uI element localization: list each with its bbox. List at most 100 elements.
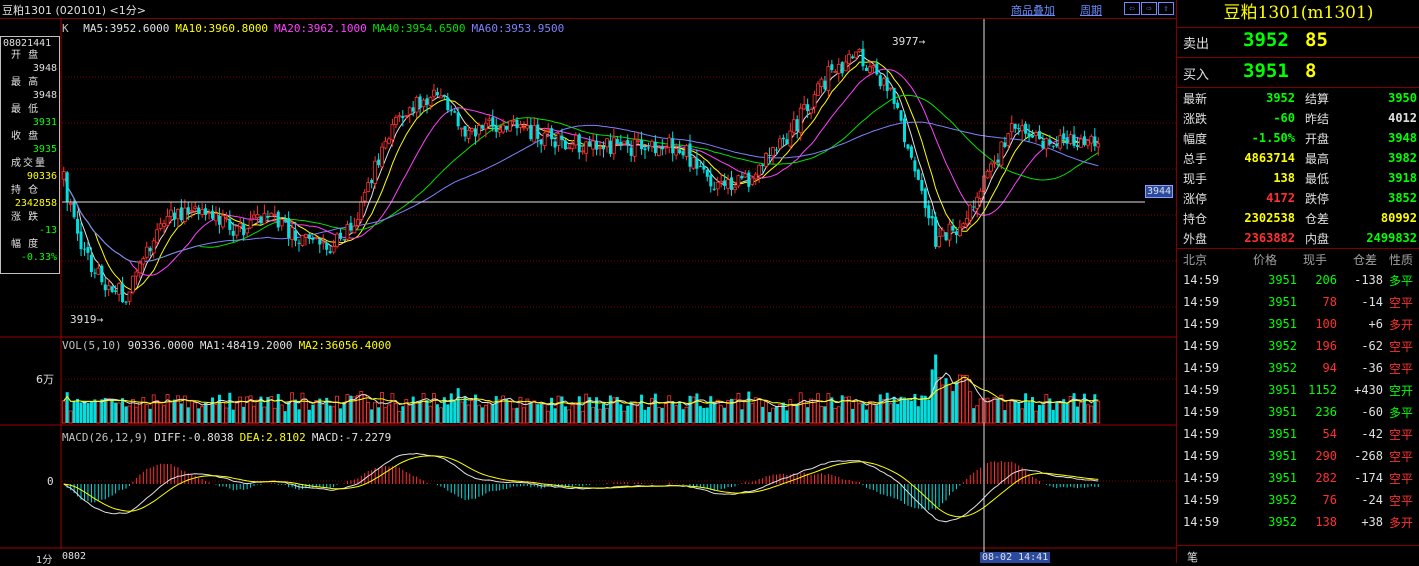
macd-legend: MACD(26,12,9) DIFF:-0.8038 DEA:2.8102 MACD:…	[62, 431, 397, 444]
kline-chart[interactable]	[0, 19, 1176, 563]
candle-body	[345, 224, 350, 240]
volume-bar	[311, 404, 315, 423]
tick-row[interactable]: 14:59 3951 282 -174 空平	[1177, 468, 1419, 488]
tick-row[interactable]: 14:59 3952 196 -62 空平	[1177, 336, 1419, 356]
volume-bar	[629, 401, 633, 423]
tick-price: 3951	[1268, 427, 1297, 441]
candle-body	[753, 173, 758, 180]
tick-row[interactable]: 14:59 3951 290 -268 空平	[1177, 446, 1419, 466]
volume-bars	[61, 354, 1101, 424]
volume-bar	[750, 403, 755, 424]
candle-body	[560, 135, 564, 141]
volume-bar	[954, 381, 958, 423]
candle-body	[702, 165, 706, 170]
candle-body	[851, 56, 855, 59]
tick-row[interactable]: 14:59 3951 54 -42 空平	[1177, 424, 1419, 444]
stat-label-7-0: 外盘	[1183, 232, 1208, 246]
tick-price: 3951	[1268, 383, 1297, 397]
candle-body	[508, 120, 512, 132]
candle-body	[871, 65, 876, 68]
tick-row[interactable]: 14:59 3951 78 -14 空平	[1177, 292, 1419, 312]
info-label-7: 幅 度	[11, 239, 41, 250]
tick-nature: 空平	[1389, 494, 1414, 508]
volume-bar	[764, 400, 769, 424]
volume-bar	[566, 409, 571, 424]
volume-bar	[352, 396, 357, 424]
info-label-3: 收 盘	[11, 131, 41, 142]
volume-bar	[508, 400, 512, 424]
volume-bar	[86, 402, 90, 423]
tick-row[interactable]: 14:59 3952 94 -36 空平	[1177, 358, 1419, 378]
candle-body	[355, 219, 360, 226]
candle-body	[788, 130, 793, 147]
overlay-commodity-link[interactable]: 商品叠加	[1011, 4, 1055, 17]
nav-left-button[interactable]: ⇦	[1124, 2, 1140, 15]
volume-bar	[556, 395, 561, 424]
period-link[interactable]: 周期	[1080, 4, 1102, 17]
volume-bar	[847, 396, 852, 424]
candle-body	[446, 97, 450, 111]
candle-body	[414, 97, 419, 113]
nav-right-button[interactable]: ⇨	[1141, 2, 1157, 15]
volume-bar	[262, 406, 267, 424]
volume-bar	[785, 410, 789, 423]
candle-body	[985, 170, 990, 179]
tick-row[interactable]: 14:59 3951 100 +6 多开	[1177, 314, 1419, 334]
volume-bar	[968, 391, 973, 424]
tick-time: 14:59	[1183, 361, 1220, 375]
nav-up-button[interactable]: ⇧	[1158, 2, 1174, 15]
candle-body	[1068, 134, 1073, 144]
candle-body	[736, 175, 741, 187]
candle-body	[536, 124, 540, 139]
tick-row[interactable]: 14:59 3951 1152 +430 空开	[1177, 380, 1419, 400]
volume-bar	[82, 401, 86, 423]
tick-row[interactable]: 14:59 3951 236 -60 多平	[1177, 402, 1419, 422]
volume-bar	[1093, 394, 1097, 423]
volume-bar	[1079, 402, 1083, 424]
candle-body	[148, 247, 152, 252]
stats-grid: 最新 3952 结算 3950 涨跌 -60 昨结 4012 幅度 -1.50% 开盘 3948 总手 4…	[1177, 88, 1419, 248]
candle-body	[698, 166, 702, 168]
candle-body	[563, 140, 567, 150]
volume-bar	[186, 407, 190, 423]
volume-bar	[224, 407, 229, 424]
tick-oi-change: -60	[1361, 405, 1383, 419]
candle-body	[868, 66, 872, 73]
info-label-5: 持 仓	[11, 185, 41, 196]
volume-bar	[992, 397, 997, 424]
volume-bar	[158, 402, 163, 424]
candle-body	[197, 207, 201, 215]
volume-bar	[404, 399, 409, 424]
tick-row[interactable]: 14:59 3952 138 +38 多开	[1177, 512, 1419, 532]
ma-line-5	[63, 54, 1099, 295]
candle-body	[442, 95, 446, 97]
tick-nature: 多平	[1389, 406, 1414, 420]
volume-bar	[1044, 393, 1049, 424]
candle-body	[377, 159, 381, 166]
candle-body	[459, 127, 464, 130]
volume-bar	[851, 408, 855, 423]
footer-tab[interactable]: 笔	[1187, 551, 1198, 564]
volume-bar	[328, 405, 332, 423]
tick-qty: 282	[1315, 471, 1337, 485]
candle-body	[798, 107, 803, 134]
candle-body	[1034, 132, 1038, 137]
tick-row[interactable]: 14:59 3952 76 -24 空平	[1177, 490, 1419, 510]
period-label: 1分	[36, 555, 53, 566]
candle-body	[660, 146, 664, 150]
volume-bar	[951, 391, 955, 423]
tick-row[interactable]: 14:59 3951 206 -138 多平	[1177, 270, 1419, 290]
volume-bar	[110, 398, 114, 423]
candle-body	[975, 196, 980, 209]
stat-label-3-1: 最高	[1305, 152, 1330, 166]
volume-bar	[819, 405, 824, 424]
candle-body	[380, 146, 384, 168]
candle-body	[304, 233, 308, 238]
ticks-header: 北京 价格 现手 仓差 性质	[1177, 251, 1419, 267]
tick-oi-change: -14	[1361, 295, 1383, 309]
buy-price: 3951	[1243, 60, 1289, 82]
volume-bar	[705, 407, 709, 423]
info-label-6: 涨 跌	[11, 212, 41, 223]
tick-time: 14:59	[1183, 493, 1220, 507]
stat-label-4-1: 最低	[1305, 172, 1330, 186]
